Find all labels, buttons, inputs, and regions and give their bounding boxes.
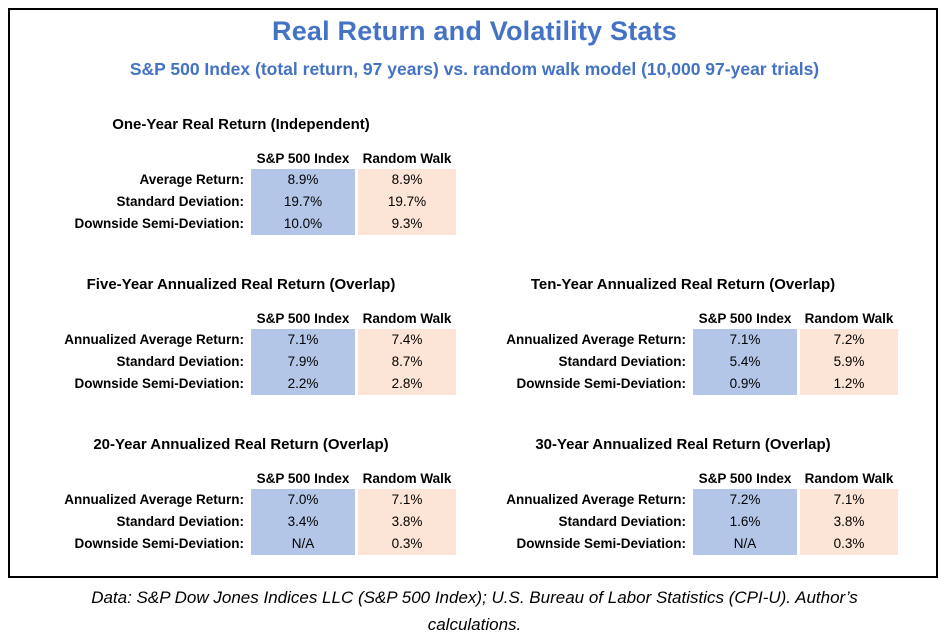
column-header-sp500: S&P 500 Index [256, 151, 350, 166]
value-random-walk: 3.8% [358, 511, 456, 533]
column-header-sp500: S&P 500 Index [256, 311, 350, 326]
row-label-standard-deviation: Standard Deviation: [558, 354, 686, 369]
stats-grid: S&P 500 Index Random Walk Average Return… [26, 149, 456, 235]
row-label-annualized-average-return: Annualized Average Return: [64, 332, 244, 347]
row-label-downside-semi-deviation: Downside Semi-Deviation: [74, 216, 244, 231]
table-one-year: One-Year Real Return (Independent) S&P 5… [26, 115, 456, 235]
value-random-walk: 3.8% [800, 511, 898, 533]
stats-grid: S&P 500 Index Random Walk Annualized Ave… [468, 469, 898, 555]
value-sp500: 7.1% [251, 329, 355, 351]
header-spacer [468, 469, 690, 489]
header-spacer [468, 309, 690, 329]
value-random-walk: 5.9% [800, 351, 898, 373]
value-random-walk: 7.1% [358, 489, 456, 511]
value-sp500: 2.2% [251, 373, 355, 395]
value-sp500: N/A [693, 533, 797, 555]
column-header-random-walk: Random Walk [804, 311, 894, 326]
header-spacer [26, 469, 248, 489]
value-sp500: 19.7% [251, 191, 355, 213]
figure-subtitle: S&P 500 Index (total return, 97 years) v… [129, 59, 820, 79]
table-twenty-year: 20-Year Annualized Real Return (Overlap)… [26, 435, 456, 555]
table-title: 20-Year Annualized Real Return (Overlap) [93, 436, 389, 453]
table-five-year: Five-Year Annualized Real Return (Overla… [26, 275, 456, 395]
value-random-walk: 2.8% [358, 373, 456, 395]
value-sp500: 7.2% [693, 489, 797, 511]
column-header-random-walk: Random Walk [362, 311, 452, 326]
table-title: One-Year Real Return (Independent) [112, 116, 370, 133]
row-label-downside-semi-deviation: Downside Semi-Deviation: [74, 536, 244, 551]
table-title: Ten-Year Annualized Real Return (Overlap… [530, 276, 836, 293]
column-header-random-walk: Random Walk [804, 471, 894, 486]
row-label-standard-deviation: Standard Deviation: [116, 514, 244, 529]
figure-title: Real Return and Volatility Stats [272, 16, 677, 46]
column-header-sp500: S&P 500 Index [698, 471, 792, 486]
value-random-walk: 9.3% [358, 213, 456, 235]
row-label-downside-semi-deviation: Downside Semi-Deviation: [516, 376, 686, 391]
header-spacer [26, 149, 248, 169]
value-random-walk: 19.7% [358, 191, 456, 213]
value-sp500: N/A [251, 533, 355, 555]
table-title: 30-Year Annualized Real Return (Overlap) [535, 436, 831, 453]
stats-grid: S&P 500 Index Random Walk Annualized Ave… [26, 309, 456, 395]
value-random-walk: 0.3% [358, 533, 456, 555]
row-label-annualized-average-return: Annualized Average Return: [506, 492, 686, 507]
table-ten-year: Ten-Year Annualized Real Return (Overlap… [468, 275, 898, 395]
row-label-standard-deviation: Standard Deviation: [116, 354, 244, 369]
value-sp500: 10.0% [251, 213, 355, 235]
column-header-random-walk: Random Walk [362, 151, 452, 166]
row-label-annualized-average-return: Annualized Average Return: [64, 492, 244, 507]
row-label-standard-deviation: Standard Deviation: [558, 514, 686, 529]
stats-grid: S&P 500 Index Random Walk Annualized Ave… [26, 469, 456, 555]
column-header-random-walk: Random Walk [362, 471, 452, 486]
value-sp500: 7.9% [251, 351, 355, 373]
stats-grid: S&P 500 Index Random Walk Annualized Ave… [468, 309, 898, 395]
figure-border-box [8, 8, 938, 578]
value-random-walk: 7.1% [800, 489, 898, 511]
value-sp500: 0.9% [693, 373, 797, 395]
value-sp500: 7.1% [693, 329, 797, 351]
value-sp500: 5.4% [693, 351, 797, 373]
row-label-downside-semi-deviation: Downside Semi-Deviation: [74, 376, 244, 391]
value-random-walk: 1.2% [800, 373, 898, 395]
row-label-annualized-average-return: Annualized Average Return: [506, 332, 686, 347]
value-sp500: 1.6% [693, 511, 797, 533]
header-spacer [26, 309, 248, 329]
value-random-walk: 7.2% [800, 329, 898, 351]
row-label-downside-semi-deviation: Downside Semi-Deviation: [516, 536, 686, 551]
column-header-sp500: S&P 500 Index [698, 311, 792, 326]
column-header-sp500: S&P 500 Index [256, 471, 350, 486]
value-sp500: 3.4% [251, 511, 355, 533]
value-random-walk: 7.4% [358, 329, 456, 351]
value-random-walk: 0.3% [800, 533, 898, 555]
value-sp500: 7.0% [251, 489, 355, 511]
value-sp500: 8.9% [251, 169, 355, 191]
row-label-average-return: Average Return: [139, 172, 244, 187]
table-thirty-year: 30-Year Annualized Real Return (Overlap)… [468, 435, 898, 555]
value-random-walk: 8.7% [358, 351, 456, 373]
row-label-standard-deviation: Standard Deviation: [116, 194, 244, 209]
table-title: Five-Year Annualized Real Return (Overla… [86, 276, 396, 293]
value-random-walk: 8.9% [358, 169, 456, 191]
source-note-text: Data: S&P Dow Jones Indices LLC (S&P 500… [91, 588, 858, 634]
source-note: Data: S&P Dow Jones Indices LLC (S&P 500… [0, 584, 949, 638]
